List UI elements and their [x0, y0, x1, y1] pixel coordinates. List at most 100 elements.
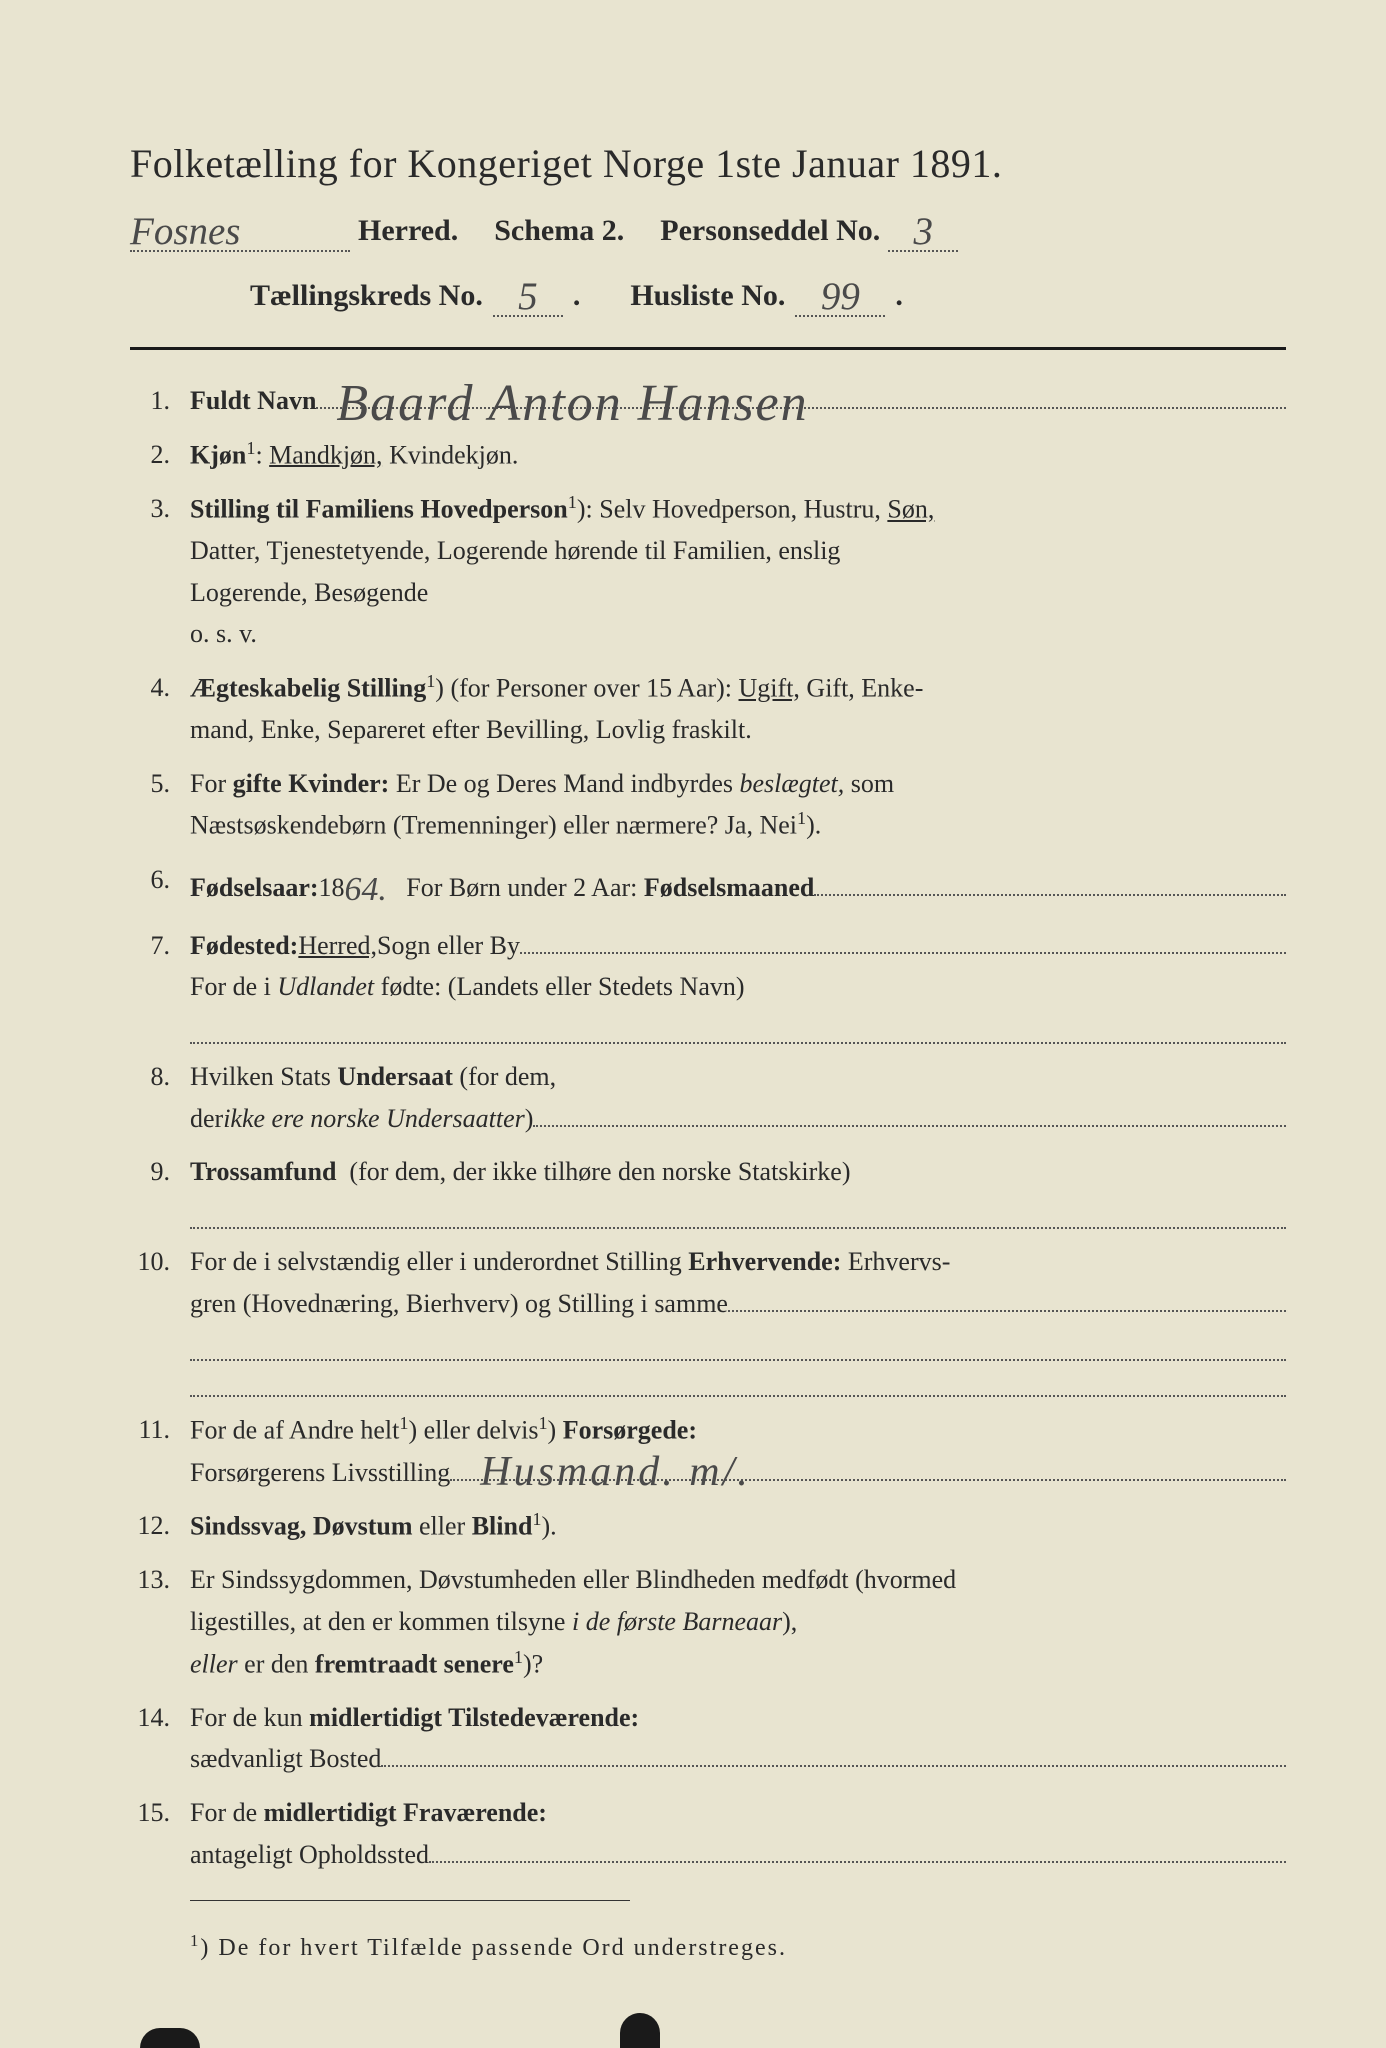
entry-4-text1: ) (for Personer over 15 Aar):	[435, 674, 738, 703]
entry-15-text1: For de	[190, 1798, 264, 1827]
entry-14-text1: For de kun	[190, 1703, 309, 1732]
entry-5-italic1: beslægtet,	[740, 769, 845, 798]
entry-11-text1: For de af Andre helt	[190, 1416, 399, 1445]
entry-12: 12. Sindssvag, Døvstum eller Blind1).	[130, 1505, 1286, 1547]
entry-12-sup: 1	[532, 1509, 541, 1529]
entry-5-line2b: ).	[806, 811, 821, 840]
main-divider	[130, 347, 1286, 350]
entry-7-text1: Sogn eller By	[377, 925, 520, 967]
entry-5-num: 5.	[130, 763, 190, 847]
entry-3-line2: Datter, Tjenestetyende, Logerende hørend…	[190, 536, 840, 565]
entry-11: 11. For de af Andre helt1) eller delvis1…	[130, 1409, 1286, 1493]
entry-3-son: Søn,	[887, 495, 934, 524]
entry-8-italic1: ikke ere norske Undersaatter	[223, 1098, 525, 1140]
entry-13-num: 13.	[130, 1559, 190, 1684]
entry-14-line2: sædvanligt Bosted	[190, 1738, 381, 1780]
entry-14: 14. For de kun midlertidigt Tilstedevære…	[130, 1697, 1286, 1780]
footnote-divider	[190, 1900, 630, 1901]
entry-13-text1: Er Sindssygdommen, Døvstumheden eller Bl…	[190, 1565, 956, 1594]
entry-3-num: 3.	[130, 488, 190, 655]
entry-7: 7. Fødested: Herred, Sogn eller By For d…	[130, 925, 1286, 1045]
entry-6: 6. Fødselsaar: 1864. For Børn under 2 Aa…	[130, 859, 1286, 913]
entry-11-sup2: 1	[538, 1413, 547, 1433]
entry-10-label: Erhvervende:	[688, 1247, 841, 1276]
entry-8-line2b: )	[525, 1098, 534, 1140]
entry-13-line3c: )?	[523, 1649, 543, 1678]
header-row-3: Tællingskreds No. 5 . Husliste No. 99 .	[130, 270, 1286, 317]
entry-11-line2: Forsørgerens Livsstilling	[190, 1452, 450, 1494]
entry-6-text2: For Børn under 2 Aar:	[387, 867, 644, 909]
entry-12-num: 12.	[130, 1505, 190, 1547]
entry-10-line2: gren (Hovednæring, Bierhverv) og Stillin…	[190, 1283, 728, 1325]
entry-13: 13. Er Sindssygdommen, Døvstumheden elle…	[130, 1559, 1286, 1684]
entry-12-text1: eller	[413, 1512, 472, 1541]
footnote-text: ) De for hvert Tilfælde passende Ord und…	[200, 1935, 787, 1961]
entry-8-line2a: der	[190, 1098, 223, 1140]
entry-7-label: Fødested:	[190, 925, 298, 967]
entry-3-line1a: Selv Hovedperson, Hustru,	[599, 495, 887, 524]
entry-6-year-prefix: 18	[319, 867, 345, 909]
entry-8-text2: (for dem,	[453, 1062, 556, 1091]
entry-12-text2: ).	[542, 1512, 557, 1541]
entry-8-num: 8.	[130, 1056, 190, 1139]
paper-damage-left	[140, 2028, 200, 2048]
entry-3: 3. Stilling til Familiens Hovedperson1):…	[130, 488, 1286, 655]
entry-8-label: Undersaat	[337, 1062, 453, 1091]
husliste-value: 99	[821, 275, 860, 318]
entry-5: 5. For gifte Kvinder: Er De og Deres Man…	[130, 763, 1286, 847]
entry-7-num: 7.	[130, 925, 190, 1045]
entry-9-text1: (for dem, der ikke tilhøre den norske St…	[336, 1157, 850, 1186]
entry-13-line3b: er den	[238, 1649, 315, 1678]
entry-4-line2: mand, Enke, Separeret efter Bevilling, L…	[190, 715, 752, 744]
entry-15: 15. For de midlertidigt Fraværende: anta…	[130, 1792, 1286, 1875]
entry-11-value: Husmand. m/.	[480, 1439, 751, 1506]
entry-10: 10. For de i selvstændig eller i underor…	[130, 1241, 1286, 1397]
entry-13-line3a: eller	[190, 1649, 238, 1678]
entry-7-line2a: For de i	[190, 972, 277, 1001]
schema-label: Schema 2.	[494, 214, 624, 248]
entry-4-text2: Gift, Enke-	[800, 674, 923, 703]
entry-13-sup: 1	[514, 1647, 523, 1667]
entry-10-text1: For de i selvstændig eller i underordnet…	[190, 1247, 688, 1276]
herred-label: Herred.	[358, 214, 458, 248]
entry-13-label: fremtraadt senere	[315, 1649, 514, 1678]
entry-13-italic1: i de første Barneaar	[572, 1607, 782, 1636]
entry-5-text1: For	[190, 769, 233, 798]
entry-11-num: 11.	[130, 1409, 190, 1493]
header-dot-1: .	[573, 279, 581, 313]
entry-5-sup: 1	[797, 808, 806, 828]
entry-9-num: 9.	[130, 1151, 190, 1229]
entry-6-num: 6.	[130, 859, 190, 913]
entry-14-num: 14.	[130, 1697, 190, 1780]
entry-7-italic1: Udlandet	[277, 972, 374, 1001]
entry-5-label: gifte Kvinder:	[233, 769, 390, 798]
entry-4-ugift: Ugift,	[739, 674, 800, 703]
entry-9: 9. Trossamfund (for dem, der ikke tilhør…	[130, 1151, 1286, 1229]
entry-4-label: Ægteskabelig Stilling	[190, 674, 426, 703]
entry-15-label: midlertidigt Fraværende:	[264, 1798, 547, 1827]
entry-2-colon: :	[255, 440, 269, 469]
entry-1-num: 1.	[130, 380, 190, 422]
entry-5-line2a: Næstsøskendebørn (Tremenninger) eller næ…	[190, 811, 797, 840]
entry-8: 8. Hvilken Stats Undersaat (for dem, der…	[130, 1056, 1286, 1139]
entry-5-text2: Er De og Deres Mand indbyrdes	[389, 769, 739, 798]
entry-6-year-value: 64.	[345, 863, 387, 917]
husliste-label: Husliste No.	[630, 279, 785, 313]
entry-7-line2b: fødte: (Landets eller Stedets Navn)	[374, 972, 744, 1001]
entry-10-num: 10.	[130, 1241, 190, 1397]
taellingskreds-value: 5	[518, 275, 538, 318]
footnote: 1) De for hvert Tilfælde passende Ord un…	[130, 1931, 1286, 1962]
entry-4-sup: 1	[426, 671, 435, 691]
census-form-page: Folketælling for Kongeriget Norge 1ste J…	[130, 140, 1286, 1962]
taellingskreds-label: Tællingskreds No.	[250, 279, 483, 313]
herred-value: Fosnes	[130, 210, 241, 253]
paper-damage-center	[620, 2013, 660, 2048]
entry-13-line2b: ),	[782, 1607, 797, 1636]
entry-3-sup: 1	[568, 492, 577, 512]
entry-13-line2a: ligestilles, at den er kommen tilsyne	[190, 1607, 572, 1636]
entry-6-label: Fødselsaar:	[190, 867, 319, 909]
entry-3-label: Stilling til Familiens Hovedperson	[190, 495, 568, 524]
entry-8-text1: Hvilken Stats	[190, 1062, 337, 1091]
entry-12-label2: Blind	[472, 1512, 533, 1541]
entry-2-label: Kjøn	[190, 440, 246, 469]
